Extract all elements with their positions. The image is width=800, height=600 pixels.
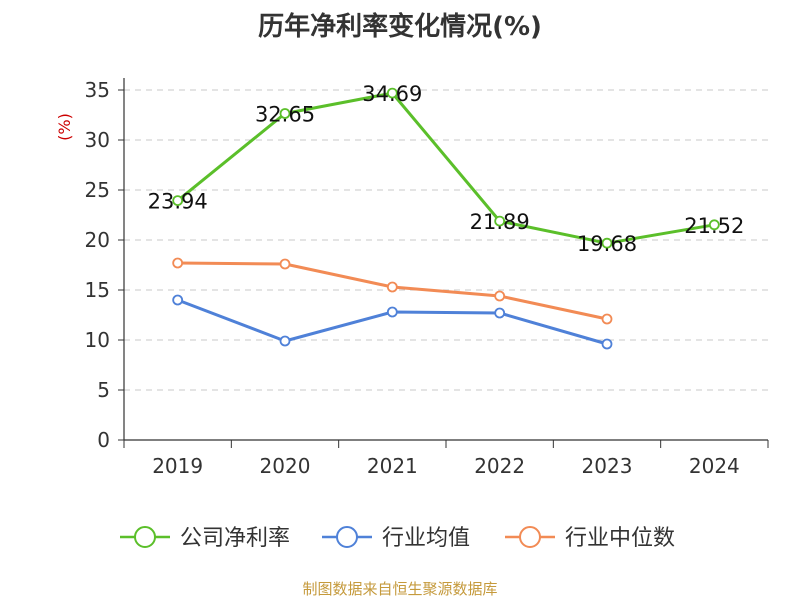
legend-marker-1 — [336, 526, 358, 548]
series-point-0 — [708, 219, 720, 231]
series-point-1 — [494, 307, 506, 319]
x-tick-label: 2020 — [260, 454, 311, 478]
x-tick-label: 2021 — [367, 454, 418, 478]
y-axis-label: (%) — [55, 113, 74, 141]
series-point-1 — [386, 306, 398, 318]
x-tick-label: 2019 — [152, 454, 203, 478]
series-point-1 — [601, 338, 613, 350]
series-point-0 — [494, 215, 506, 227]
legend-label: 公司净利率 — [180, 526, 290, 551]
legend-marker-0 — [134, 526, 156, 548]
y-tick-label: 20 — [85, 228, 110, 252]
series-point-0 — [601, 237, 613, 249]
series-point-0 — [279, 108, 291, 119]
chart-title: 历年净利率变化情况(%) — [258, 12, 542, 42]
y-tick-label: 35 — [85, 78, 110, 102]
series-point-2 — [172, 257, 184, 269]
y-tick-label: 25 — [85, 178, 110, 202]
series-point-0 — [386, 87, 398, 99]
y-tick-label: 15 — [85, 278, 110, 302]
source-note: 制图数据来自恒生聚源数据库 — [302, 580, 498, 598]
series-point-2 — [386, 281, 398, 293]
data-label: 21.52 — [684, 214, 744, 238]
data-label: 32.65 — [255, 103, 315, 127]
data-label: 34.69 — [362, 82, 422, 106]
x-tick-label: 2023 — [582, 454, 633, 478]
data-label: 21.89 — [470, 210, 530, 234]
series-point-1 — [172, 294, 184, 306]
series-point-1 — [279, 335, 291, 347]
y-tick-label: 10 — [85, 328, 110, 352]
y-tick-label: 30 — [85, 128, 110, 152]
x-tick-label: 2022 — [474, 454, 525, 478]
legend-label: 行业中位数 — [565, 526, 675, 551]
series-point-2 — [494, 290, 506, 302]
data-label: 23.94 — [148, 190, 208, 214]
legend-marker-2 — [519, 526, 541, 548]
series-point-2 — [279, 258, 291, 270]
series-point-2 — [601, 313, 613, 325]
legend-label: 行业均值 — [382, 526, 470, 551]
series-line-0 — [176, 91, 715, 245]
y-tick-label: 5 — [97, 378, 110, 402]
y-tick-label: 0 — [97, 428, 110, 452]
data-label: 19.68 — [577, 232, 637, 256]
series-point-0 — [172, 195, 184, 207]
x-tick-label: 2024 — [689, 454, 740, 478]
